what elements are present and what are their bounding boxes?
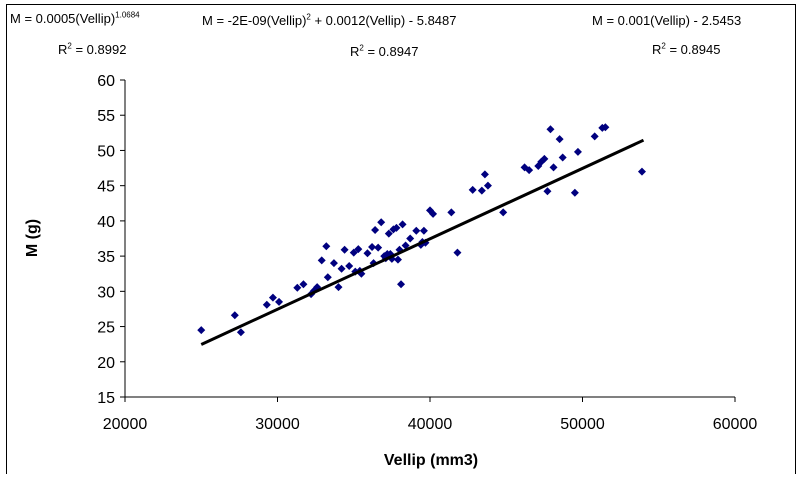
data-point bbox=[268, 293, 277, 302]
equation-polynomial-exponent: 2 bbox=[306, 12, 311, 22]
data-point bbox=[262, 300, 271, 309]
y-tick-label: 45 bbox=[97, 179, 115, 196]
y-tick-label: 35 bbox=[97, 249, 115, 266]
data-point bbox=[230, 311, 239, 320]
data-point bbox=[419, 226, 428, 235]
chart-frame bbox=[6, 4, 796, 474]
data-point bbox=[570, 188, 579, 197]
data-point bbox=[573, 147, 582, 156]
data-point bbox=[429, 209, 438, 218]
r2-polynomial: R2 = 0.8947 bbox=[350, 44, 418, 59]
x-tick-label: 20000 bbox=[103, 416, 148, 433]
r2-polynomial-label: R bbox=[350, 44, 360, 59]
equation-linear: M = 0.001(Vellip) - 2.5453 bbox=[592, 12, 741, 30]
data-point bbox=[384, 229, 393, 238]
data-point bbox=[453, 248, 462, 257]
x-tick-label: 40000 bbox=[408, 416, 453, 433]
data-points bbox=[197, 123, 646, 337]
y-tick-label: 20 bbox=[97, 355, 115, 372]
data-point bbox=[555, 135, 564, 144]
r2-linear-equals: = bbox=[665, 42, 681, 57]
axes bbox=[120, 79, 736, 402]
data-point bbox=[368, 242, 377, 251]
data-point bbox=[406, 234, 415, 243]
r2-polynomial-value: 0.8947 bbox=[378, 44, 419, 59]
r2-linear: R2 = 0.8945 bbox=[652, 42, 720, 57]
data-point bbox=[397, 280, 406, 289]
r2-linear-sup: 2 bbox=[661, 41, 666, 51]
data-point bbox=[393, 255, 402, 264]
data-point bbox=[345, 261, 354, 270]
data-point bbox=[549, 163, 558, 172]
r2-power-label: R bbox=[58, 42, 68, 57]
r2-polynomial-equals: = bbox=[363, 44, 379, 59]
r2-linear-value: 0.8945 bbox=[680, 42, 721, 57]
data-point bbox=[601, 123, 610, 132]
data-point bbox=[340, 245, 349, 254]
equation-power: M = 0.0005(Vellip)1.0684 bbox=[10, 10, 140, 28]
data-point bbox=[637, 167, 646, 176]
equation-polynomial-suffix: + 0.0012(Vellip) - 5.8487 bbox=[310, 13, 457, 28]
x-axis-label: Vellip (mm3) bbox=[384, 452, 478, 469]
trendline bbox=[200, 138, 645, 346]
tick-labels: 15 20 25 30 35 40 45 50 55 60 20000 30000 40000 50000… bbox=[97, 73, 757, 433]
data-point bbox=[546, 125, 555, 134]
data-point bbox=[275, 297, 284, 306]
data-point bbox=[499, 208, 508, 217]
data-point bbox=[483, 181, 492, 190]
r2-linear-label: R bbox=[652, 42, 662, 57]
data-point bbox=[329, 259, 338, 268]
data-point bbox=[293, 283, 302, 292]
data-point bbox=[322, 242, 331, 251]
data-point bbox=[337, 264, 346, 273]
equation-polynomial-text: M = -2E-09(Vellip) bbox=[202, 13, 307, 28]
data-point bbox=[480, 170, 489, 179]
x-tick-label: 50000 bbox=[560, 416, 605, 433]
y-tick-label: 50 bbox=[97, 143, 115, 160]
data-point bbox=[398, 220, 407, 229]
data-point bbox=[477, 186, 486, 195]
x-tick-label: 60000 bbox=[713, 416, 758, 433]
r2-power-value: 0.8992 bbox=[86, 42, 127, 57]
data-point bbox=[363, 249, 372, 258]
data-point bbox=[525, 166, 534, 175]
r2-power-equals: = bbox=[71, 42, 87, 57]
data-point bbox=[197, 326, 206, 335]
data-point bbox=[392, 223, 401, 232]
data-point bbox=[349, 248, 358, 257]
x-tick-label: 30000 bbox=[255, 416, 300, 433]
trendline-group bbox=[200, 138, 645, 346]
data-point bbox=[299, 280, 308, 289]
data-point bbox=[558, 153, 567, 162]
equation-power-text: M = 0.0005(Vellip) bbox=[10, 11, 116, 26]
y-tick-label: 40 bbox=[97, 214, 115, 231]
data-point bbox=[371, 226, 380, 235]
data-point bbox=[543, 187, 552, 196]
data-point bbox=[354, 245, 363, 254]
y-tick-label: 30 bbox=[97, 284, 115, 301]
equation-polynomial: M = -2E-09(Vellip)2 + 0.0012(Vellip) - 5… bbox=[202, 12, 457, 30]
r2-power: R2 = 0.8992 bbox=[58, 42, 126, 57]
data-point bbox=[317, 256, 326, 265]
equation-power-exponent: 1.0684 bbox=[115, 10, 140, 20]
data-point bbox=[412, 226, 421, 235]
y-tick-label: 15 bbox=[97, 390, 115, 407]
y-axis-label: M (g) bbox=[24, 219, 41, 257]
data-point bbox=[447, 208, 456, 217]
data-point bbox=[374, 243, 383, 252]
data-point bbox=[540, 154, 549, 163]
y-tick-label: 25 bbox=[97, 320, 115, 337]
r2-polynomial-sup: 2 bbox=[359, 43, 364, 53]
y-tick-label: 55 bbox=[97, 108, 115, 125]
data-point bbox=[334, 283, 343, 292]
data-point bbox=[236, 328, 245, 337]
data-point bbox=[590, 132, 599, 141]
data-point bbox=[323, 273, 332, 282]
r2-power-sup: 2 bbox=[67, 41, 72, 51]
y-tick-label: 60 bbox=[97, 73, 115, 90]
equation-linear-text: M = 0.001(Vellip) - 2.5453 bbox=[592, 13, 742, 28]
data-point bbox=[468, 185, 477, 194]
data-point bbox=[377, 218, 386, 227]
